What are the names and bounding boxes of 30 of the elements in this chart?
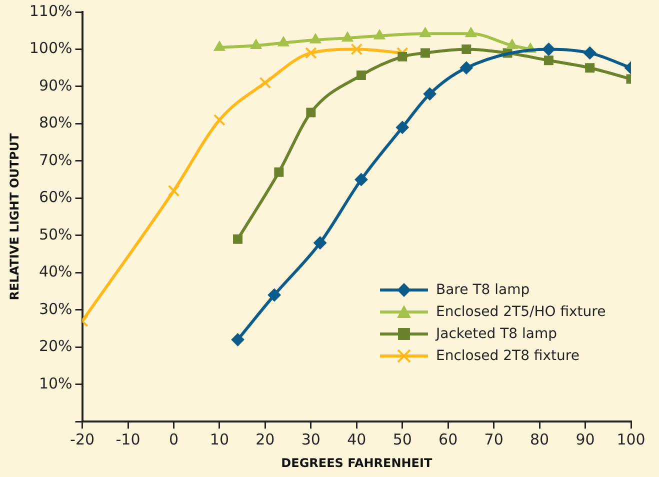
x-tick-label: 30 [301,430,320,448]
y-tick-label: 100% [29,39,72,58]
x-tick-label: 0 [168,430,179,448]
legend-label: Enclosed 2T8 fixture [436,348,580,364]
y-tick-label: 30% [38,300,72,318]
y-tick-label: 90% [38,76,72,94]
y-tick-label: 110% [29,2,72,20]
x-tick-label: 70 [484,430,504,448]
x-axis-title: DEGREES FAHRENHEIT [281,456,433,470]
x-tick-label: 80 [530,430,550,448]
y-axis-title: RELATIVE LIGHT OUTPUT [7,132,22,300]
y-tick-label: 10% [38,374,72,392]
x-tick-label: 40 [347,430,366,448]
x-tick-label: 100 [616,430,646,448]
y-tick-label: 50% [38,225,72,244]
y-tick-label: 80% [38,114,72,132]
y-tick-label: 60% [38,188,72,206]
legend-label: Bare T8 lamp [436,282,530,298]
x-tick-label: 50 [392,430,412,448]
x-tick-label: 10 [210,430,230,448]
x-tick-label: 60 [438,430,458,448]
legend-label: Enclosed 2T5/HO fixture [436,304,606,320]
y-tick-label: 70% [38,150,72,169]
legend-label: Jacketed T8 lamp [436,326,557,342]
y-tick-label: 20% [38,337,72,356]
x-tick-label: 20 [256,430,275,448]
x-tick-label: 90 [576,430,595,448]
x-tick-label: -20 [70,430,95,448]
x-tick-label: -10 [116,430,140,448]
y-tick-label: 40% [38,262,72,281]
